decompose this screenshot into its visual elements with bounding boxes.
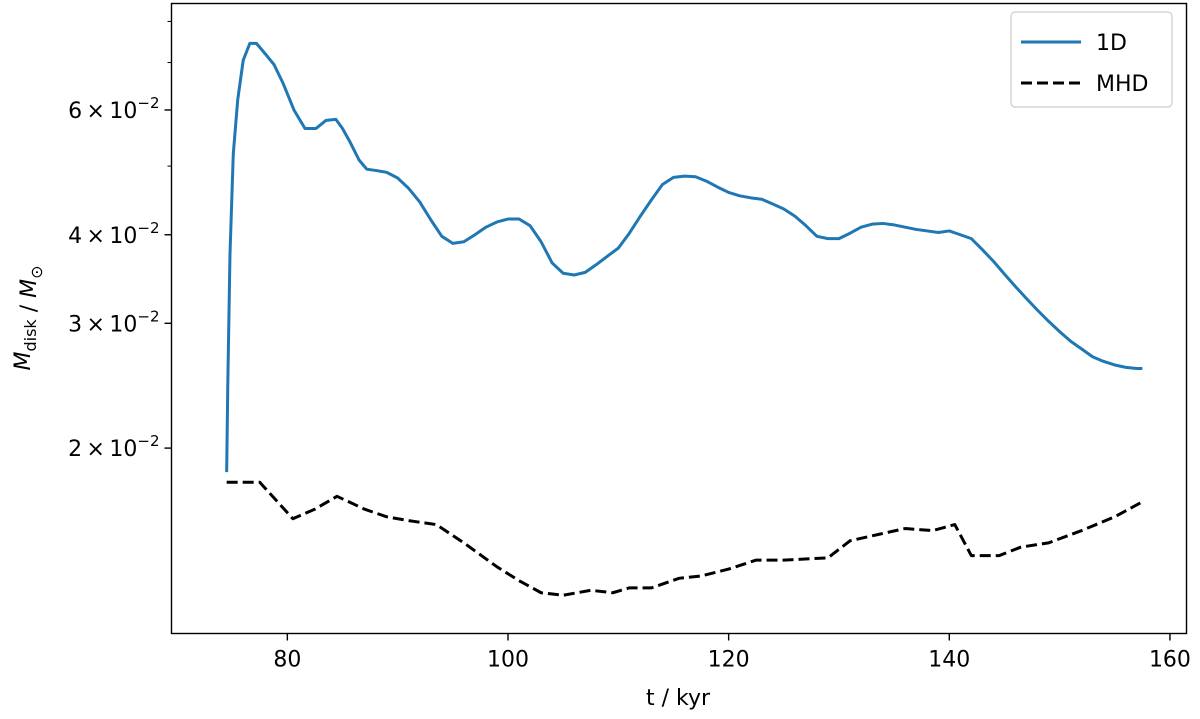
legend: 1D MHD xyxy=(1010,11,1173,108)
legend-label-mhd: MHD xyxy=(1096,72,1148,97)
series-layer xyxy=(225,41,1144,597)
x-tick-label: 140 xyxy=(928,648,970,673)
legend-label-1d: 1D xyxy=(1096,31,1127,56)
series-line-mhd xyxy=(226,480,1144,597)
ticks-layer: 80 100 120 140 160 2 × 10−2 3 × 10−2 4 × 10−2 6 … xyxy=(68,20,1191,673)
x-tick-label: 100 xyxy=(487,648,529,673)
x-tick-label: 160 xyxy=(1149,648,1191,673)
y-tick-label: 4 × 10−2 xyxy=(68,219,159,249)
legend-box xyxy=(1010,11,1173,108)
y-tick-label: 2 × 10−2 xyxy=(68,432,159,462)
series-line-1d xyxy=(225,41,1143,473)
x-axis-label: t / kyr xyxy=(646,686,711,711)
y-tick-label: 6 × 10−2 xyxy=(68,94,159,124)
y-tick-label: 3 × 10−2 xyxy=(68,307,159,337)
x-tick-label: 80 xyxy=(273,648,301,673)
x-tick-label: 120 xyxy=(708,648,750,673)
y-axis-label: Mdisk / M⊙ xyxy=(11,266,46,371)
plot-area xyxy=(170,2,1188,635)
